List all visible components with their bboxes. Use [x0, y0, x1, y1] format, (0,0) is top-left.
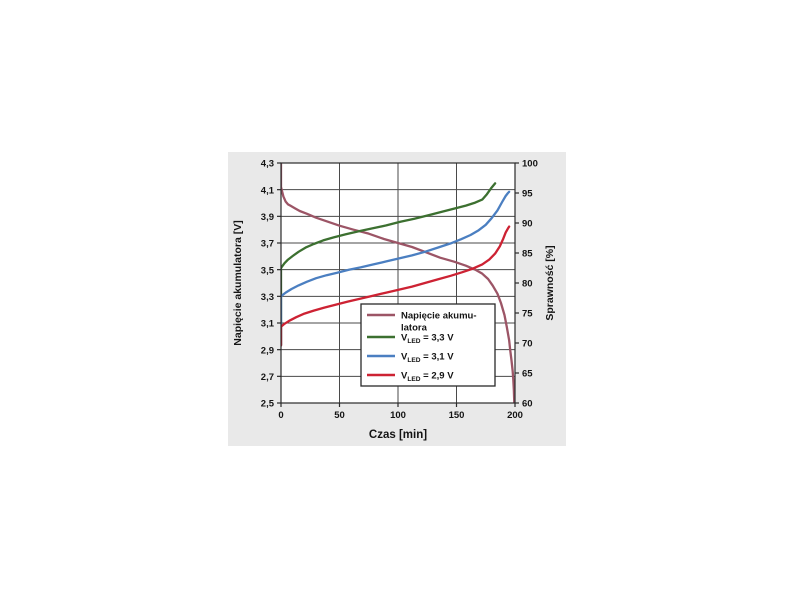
y2-axis-title: Sprawność [%] [544, 245, 556, 320]
series-line-1 [281, 182, 497, 347]
y-axis-tick-label: 4,3 [261, 159, 274, 170]
series-line-3 [281, 225, 511, 347]
y2-axis-tick-label: 70 [522, 339, 533, 350]
legend-box [360, 303, 496, 387]
y-axis-title: Napięcie akumulatora [V] [232, 220, 244, 345]
y-axis-tick-label: 2,9 [261, 345, 274, 356]
grid-layer [281, 163, 515, 403]
tick-layer: 0 50 100 150 200 2,5 2,7 2,9 3,1 3,3 3,5 3,7 3,9 4,1 4… [261, 159, 538, 421]
y2-axis-tick-label: 60 [522, 399, 533, 410]
legend-item-0: Napięcie akumu-latora [367, 311, 477, 334]
legend-item-2: VLED = 3,1 V [367, 352, 454, 364]
series-line-2 [281, 190, 511, 347]
y2-axis-tick-label: 90 [522, 219, 533, 230]
chart-svg: 0 50 100 150 200 2,5 2,7 2,9 3,1 3,3 3,5 3,7 3,9 4,1 4… [232, 159, 556, 441]
y-axis-tick-label: 2,5 [261, 399, 275, 410]
x-axis-tick-label: 200 [507, 410, 523, 421]
y-axis-tick-label: 3,3 [261, 292, 274, 303]
x-axis-title: Czas [min] [369, 429, 427, 441]
legend-item-3: VLED = 2,9 V [367, 371, 454, 383]
y-axis-tick-label: 3,5 [261, 265, 275, 276]
legend-label-1: VLED = 3,3 V [401, 333, 454, 345]
curve-layer [281, 163, 515, 403]
x-axis-tick-label: 100 [390, 410, 406, 421]
x-axis-tick-label: 0 [278, 410, 283, 421]
chart-figure-panel: 0 50 100 150 200 2,5 2,7 2,9 3,1 3,3 3,5 3,7 3,9 4,1 4… [228, 152, 566, 446]
series-line-0 [281, 163, 515, 403]
legend-label-line1: Napięcie akumu- [401, 311, 477, 322]
y2-axis-tick-label: 75 [522, 309, 533, 320]
y2-axis-tick-label: 80 [522, 279, 533, 290]
legend-label-3: VLED = 2,9 V [401, 371, 454, 383]
legend-label-2: VLED = 3,1 V [401, 352, 454, 364]
plot-frame [280, 162, 516, 404]
legend-item-1: VLED = 3,3 V [367, 333, 454, 345]
y2-axis-tick-label: 65 [522, 369, 533, 380]
y-axis-tick-label: 3,9 [261, 212, 274, 223]
y-axis-tick-label: 2,7 [261, 372, 274, 383]
y-axis-tick-label: 3,7 [261, 239, 274, 250]
y-axis-tick-label: 3,1 [261, 319, 275, 330]
y2-axis-tick-label: 100 [522, 159, 538, 170]
x-axis-tick-label: 50 [334, 410, 345, 421]
y-axis-tick-label: 4,1 [261, 185, 275, 196]
legend-label-line2: latora [401, 323, 428, 334]
x-axis-tick-label: 150 [449, 410, 465, 421]
y2-axis-tick-label: 95 [522, 189, 533, 200]
y2-axis-tick-label: 85 [522, 249, 533, 260]
